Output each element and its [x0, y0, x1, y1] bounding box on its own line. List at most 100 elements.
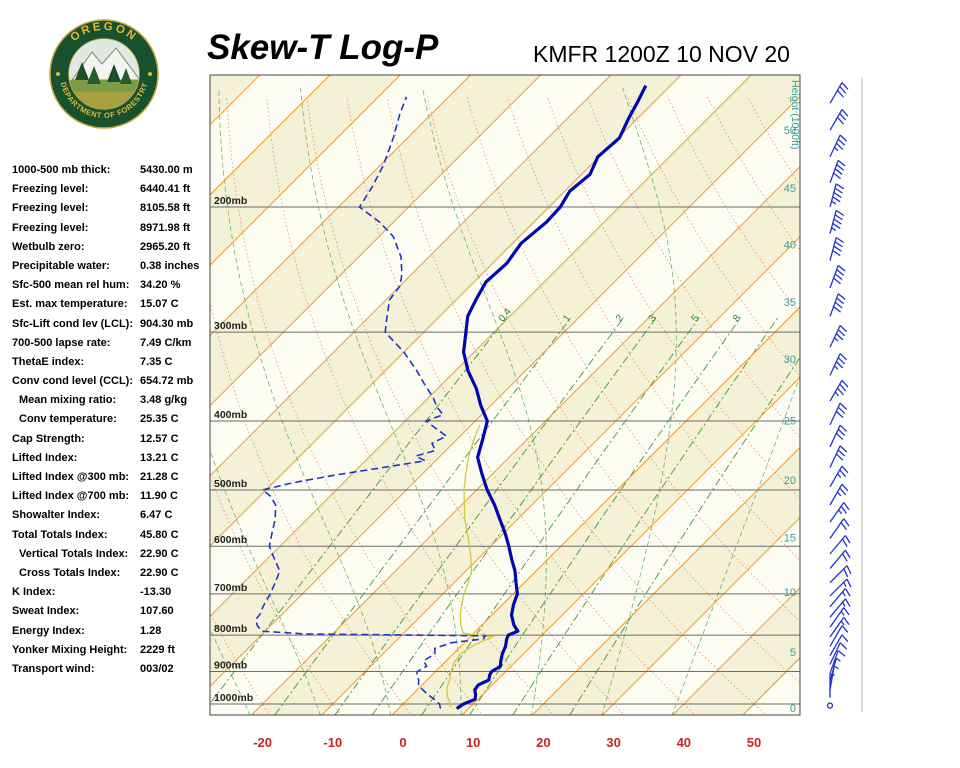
mixing-ratio-labels: 0.4 1 2 3 5 8 [497, 306, 744, 324]
indices-panel: 1000-500 mb thick: 5430.00 m Freezing leve… [12, 162, 208, 680]
chart-border [209, 74, 801, 716]
index-label: Yonker Mixing Height: [12, 643, 128, 656]
index-value: 7.35 C [140, 355, 173, 368]
index-row: Total Totals Index: 45.80 C [12, 527, 208, 546]
svg-text:40: 40 [677, 735, 691, 750]
svg-text:10: 10 [466, 735, 480, 750]
svg-text:5: 5 [790, 647, 796, 659]
dry-adiabats [210, 96, 800, 715]
index-row: Sfc-Lift cond lev (LCL): 904.30 mb [12, 316, 208, 335]
svg-text:20: 20 [784, 475, 796, 487]
logo-star-left [56, 72, 60, 76]
index-label: Lifted Index @300 mb: [12, 471, 130, 483]
index-row: Precipitable water: 0.38 inches [12, 258, 208, 277]
index-row: Mean mixing ratio: 3.48 g/kg [12, 392, 208, 411]
index-label: Cap Strength: [12, 432, 85, 445]
svg-text:5: 5 [690, 313, 702, 325]
index-label: Freezing level: [12, 202, 89, 215]
index-value: 2965.20 ft [140, 240, 191, 253]
index-value: 22.90 C [140, 566, 179, 579]
index-label: Mean mixing ratio: [19, 394, 117, 407]
svg-text:30: 30 [606, 735, 620, 750]
index-label: Cross Totals Index: [19, 566, 121, 579]
index-label: Vertical Totals Index: [19, 547, 129, 560]
svg-text:400mb: 400mb [214, 409, 247, 421]
svg-text:35: 35 [784, 297, 796, 309]
index-row: Freezing level: 8971.98 ft [12, 220, 208, 239]
index-value: 8105.58 ft [140, 202, 191, 215]
index-value: 2229 ft [140, 643, 175, 656]
height-axis-title: Height (1000ft) [789, 80, 801, 149]
svg-text:-10: -10 [323, 735, 342, 750]
chart-title: Skew-T Log-P [207, 28, 439, 67]
index-value: 0.38 inches [140, 259, 200, 272]
sounding-traces [255, 84, 648, 710]
svg-text:1000mb: 1000mb [214, 692, 253, 704]
index-value: 7.49 C/km [140, 336, 192, 349]
index-row: ThetaE index: 7.35 C [12, 354, 208, 373]
index-row: Transport wind: 003/02 [12, 661, 208, 680]
station-datetime: KMFR 1200Z 10 NOV 20 [533, 41, 790, 67]
index-label: Lifted Index: [12, 451, 78, 464]
index-label: Transport wind: [12, 662, 95, 675]
index-row: 700-500 lapse rate: 7.49 C/km [12, 335, 208, 354]
index-value: 8971.98 ft [140, 221, 191, 234]
index-row: Sfc-500 mean rel hum: 34.20 % [12, 277, 208, 296]
index-label: Wetbulb zero: [12, 240, 85, 253]
index-row: Cap Strength: 12.57 C [12, 431, 208, 450]
index-value: 107.60 [140, 605, 174, 618]
index-value: 25.35 C [140, 413, 179, 426]
index-row: Lifted Index @700 mb: 11.90 C [12, 488, 208, 507]
index-value: 13.21 C [140, 451, 179, 464]
tree-icon [107, 64, 121, 82]
pressure-grid [210, 206, 800, 705]
index-row: Showalter Index: 6.47 C [12, 507, 208, 526]
index-row: Lifted Index: 13.21 C [12, 450, 208, 469]
tree-icon [75, 62, 89, 80]
svg-text:700mb: 700mb [214, 582, 247, 594]
index-label: Conv temperature: [19, 413, 117, 426]
isotherms [210, 75, 800, 715]
index-value: 6.47 C [140, 509, 173, 522]
index-label: Conv cond level (CCL): [12, 375, 134, 388]
index-value: 3.48 g/kg [140, 394, 188, 407]
index-value: 5430.00 m [140, 164, 193, 176]
pressure-labels: 200mb 300mb 400mb 500mb 600mb 700mb 800mb 900mb… [214, 195, 253, 704]
index-row: Freezing level: 6440.41 ft [12, 181, 208, 200]
index-label: 1000-500 mb thick: [12, 164, 111, 176]
index-label: Sfc-500 mean rel hum: [12, 279, 130, 292]
index-label: Lifted Index @700 mb: [12, 490, 130, 503]
index-row: Energy Index: 1.28 [12, 623, 208, 642]
odf-logo: OREGON DEPARTMENT OF FORESTRY [48, 17, 160, 131]
index-row: Conv cond level (CCL): 654.72 mb [12, 373, 208, 392]
temperature-trace [455, 84, 648, 710]
svg-text:900mb: 900mb [214, 659, 247, 671]
index-label: 700-500 lapse rate: [12, 336, 111, 349]
index-value: 12.57 C [140, 432, 179, 445]
index-value: 22.90 C [140, 547, 179, 560]
index-label: Showalter Index: [12, 509, 101, 522]
index-value: 6440.41 ft [140, 183, 191, 196]
svg-text:2: 2 [614, 313, 626, 325]
index-value: 45.80 C [140, 528, 179, 541]
index-row: Vertical Totals Index: 22.90 C [12, 546, 208, 565]
index-label: K Index: [12, 586, 56, 599]
svg-text:0: 0 [399, 735, 406, 750]
index-row: Lifted Index @300 mb: 21.28 C [12, 469, 208, 488]
index-row: 1000-500 mb thick: 5430.00 m [12, 162, 208, 181]
index-value: 11.90 C [140, 490, 178, 503]
tree-icon [120, 68, 132, 84]
svg-text:15: 15 [784, 532, 796, 544]
svg-text:25: 25 [784, 415, 796, 427]
index-label: ThetaE index: [12, 355, 85, 368]
dewpoint-trace [255, 96, 487, 709]
svg-text:3: 3 [647, 313, 659, 325]
index-label: Total Totals Index: [12, 528, 108, 541]
index-label: Sfc-Lift cond lev (LCL): [12, 317, 133, 330]
svg-text:200mb: 200mb [214, 195, 247, 207]
index-value: 1.28 [140, 624, 162, 637]
index-row: Cross Totals Index: 22.90 C [12, 565, 208, 584]
